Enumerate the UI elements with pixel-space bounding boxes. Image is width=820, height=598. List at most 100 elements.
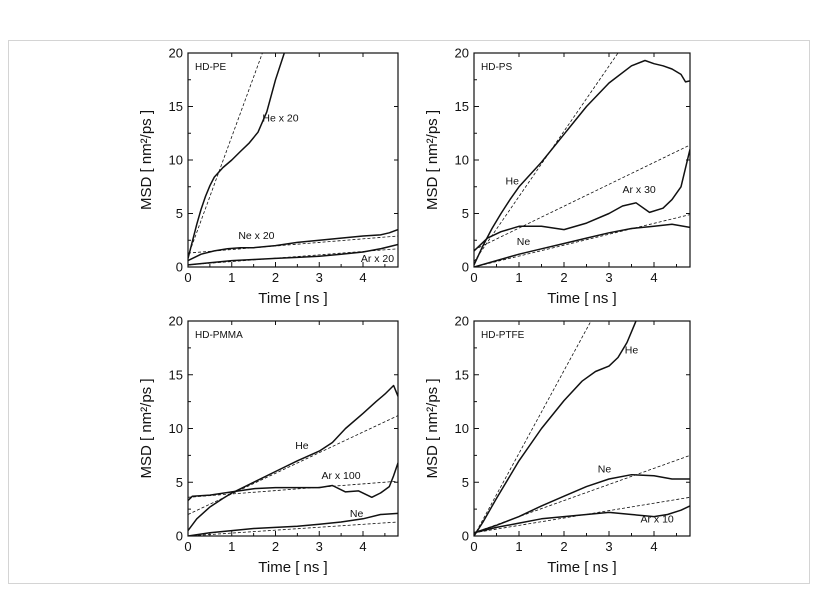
series-he-x-20-line bbox=[188, 53, 286, 259]
curve-label-ar-x-10: Ar x 10 bbox=[641, 514, 674, 526]
y-tick-label: 10 bbox=[455, 421, 469, 436]
curve-label-he-x-20: He x 20 bbox=[262, 112, 298, 124]
series-ne-fit-dashed bbox=[188, 521, 398, 536]
x-tick-label: 4 bbox=[650, 270, 657, 285]
curve-label-ne: Ne bbox=[517, 236, 531, 248]
series-group bbox=[188, 53, 398, 266]
x-tick-label: 2 bbox=[272, 539, 279, 554]
y-tick-label: 20 bbox=[169, 46, 183, 61]
y-tick-label: 20 bbox=[455, 314, 469, 329]
x-tick-label: 1 bbox=[515, 539, 522, 554]
y-axis-title: MSD [ nm²/ps ] bbox=[138, 110, 155, 210]
panel-title: HD-PTFE bbox=[481, 330, 525, 341]
series-he-line bbox=[474, 321, 637, 536]
x-tick-label: 4 bbox=[650, 539, 657, 554]
series-group bbox=[474, 321, 690, 536]
panel-title: HD-PS bbox=[481, 62, 512, 73]
y-tick-label: 20 bbox=[169, 314, 183, 329]
x-tick-label: 1 bbox=[228, 270, 235, 285]
series-he-fit-dashed bbox=[474, 321, 592, 536]
series-ne-line bbox=[188, 512, 398, 536]
y-tick-label: 10 bbox=[169, 153, 183, 168]
y-tick-label: 15 bbox=[169, 367, 183, 382]
x-axis-title: Time [ ns ] bbox=[547, 559, 616, 576]
x-tick-label: 1 bbox=[228, 539, 235, 554]
y-axis-title: MSD [ nm²/ps ] bbox=[138, 378, 155, 478]
y-tick-label: 0 bbox=[462, 260, 469, 275]
y-axis-title: MSD [ nm²/ps ] bbox=[424, 378, 441, 478]
x-tick-label: 2 bbox=[560, 270, 567, 285]
x-tick-label: 1 bbox=[515, 270, 522, 285]
series-group bbox=[188, 384, 398, 536]
series-he-x-20-fit-dashed bbox=[188, 53, 263, 257]
series-he-line bbox=[188, 384, 398, 532]
x-tick-label: 3 bbox=[605, 539, 612, 554]
series-ne-x-20-line bbox=[188, 228, 398, 262]
series-ne-fit-dashed bbox=[474, 455, 690, 534]
curve-label-ar-x-30: Ar x 30 bbox=[623, 184, 656, 196]
series-ne-line bbox=[474, 223, 690, 267]
curve-label-he: He bbox=[625, 344, 639, 356]
x-tick-label: 3 bbox=[316, 270, 323, 285]
y-tick-label: 15 bbox=[455, 99, 469, 114]
y-tick-label: 0 bbox=[462, 529, 469, 544]
series-he-fit-dashed bbox=[188, 415, 398, 515]
curve-label-ar-x-100: Ar x 100 bbox=[321, 470, 360, 482]
x-tick-label: 0 bbox=[184, 539, 191, 554]
curve-label-ne-x-20: Ne x 20 bbox=[238, 230, 274, 242]
series-ar-x-30-fit-dashed bbox=[474, 144, 690, 251]
x-tick-label: 4 bbox=[359, 539, 366, 554]
y-tick-label: 5 bbox=[462, 475, 469, 490]
panel-hd-ptfe: 0 1 2 3 4 0 5 10 15 20 Time [ ns ] MSD [ nm²/ps ] HD… bbox=[424, 314, 691, 576]
series-ar-x-10-fit-dashed bbox=[474, 496, 690, 534]
curve-label-he: He bbox=[295, 440, 309, 452]
y-tick-label: 0 bbox=[176, 260, 183, 275]
x-tick-label: 3 bbox=[316, 539, 323, 554]
curve-label-he: He bbox=[506, 176, 520, 188]
y-axis-title: MSD [ nm²/ps ] bbox=[424, 110, 441, 210]
series-ar-x-10-line bbox=[474, 505, 690, 534]
curve-label-ne: Ne bbox=[350, 508, 364, 520]
x-tick-label: 0 bbox=[470, 270, 477, 285]
series-he-line bbox=[474, 59, 690, 266]
curve-label-ar-x-20: Ar x 20 bbox=[361, 253, 394, 265]
plot-frame bbox=[187, 320, 399, 537]
x-tick-label: 4 bbox=[359, 270, 366, 285]
series-he-fit-dashed bbox=[474, 53, 619, 262]
plot-frame bbox=[473, 320, 691, 537]
x-axis-title: Time [ ns ] bbox=[547, 290, 616, 307]
series-ne-fit-dashed bbox=[474, 214, 690, 267]
figure-frame: 0 1 2 3 4 0 5 10 15 20 Time [ ns ] MSD [ nm²/ps ] HD… bbox=[8, 40, 810, 584]
panel-hd-pmma: 0 1 2 3 4 0 5 10 15 20 Time [ ns ] MSD [ nm²/ps ] HD… bbox=[138, 314, 399, 576]
y-tick-label: 10 bbox=[169, 421, 183, 436]
y-tick-label: 15 bbox=[455, 367, 469, 382]
x-tick-label: 2 bbox=[272, 270, 279, 285]
plot-frame bbox=[473, 52, 691, 268]
series-ar-x-100-line bbox=[188, 462, 398, 502]
series-ar-x-20-fit-dashed bbox=[188, 248, 398, 266]
x-tick-label: 0 bbox=[470, 539, 477, 554]
series-ar-x-30-line bbox=[474, 149, 690, 252]
curve-label-ne: Ne bbox=[598, 464, 612, 476]
y-tick-label: 10 bbox=[455, 153, 469, 168]
series-group bbox=[474, 53, 690, 267]
y-tick-label: 15 bbox=[169, 99, 183, 114]
y-tick-label: 20 bbox=[455, 46, 469, 61]
series-ne-x-20-fit-dashed bbox=[188, 235, 398, 254]
plot-frame bbox=[187, 52, 399, 268]
x-tick-label: 0 bbox=[184, 270, 191, 285]
series-ne-line bbox=[474, 473, 690, 534]
panel-hd-pe: 0 1 2 3 4 0 5 10 15 20 Time [ ns ] MSD [ nm²/ps ] HD… bbox=[138, 46, 399, 307]
x-axis-title: Time [ ns ] bbox=[258, 559, 327, 576]
panel-hd-ps: 0 1 2 3 4 0 5 10 15 20 Time [ ns ] MSD [ nm²/ps ] HD… bbox=[424, 46, 691, 307]
panel-title: HD-PE bbox=[195, 62, 226, 73]
panel-title: HD-PMMA bbox=[195, 330, 243, 341]
x-tick-label: 2 bbox=[560, 539, 567, 554]
y-tick-label: 5 bbox=[462, 206, 469, 221]
y-tick-label: 5 bbox=[176, 475, 183, 490]
x-tick-label: 3 bbox=[605, 270, 612, 285]
y-tick-label: 5 bbox=[176, 206, 183, 221]
x-axis-title: Time [ ns ] bbox=[258, 290, 327, 307]
y-tick-label: 0 bbox=[176, 529, 183, 544]
